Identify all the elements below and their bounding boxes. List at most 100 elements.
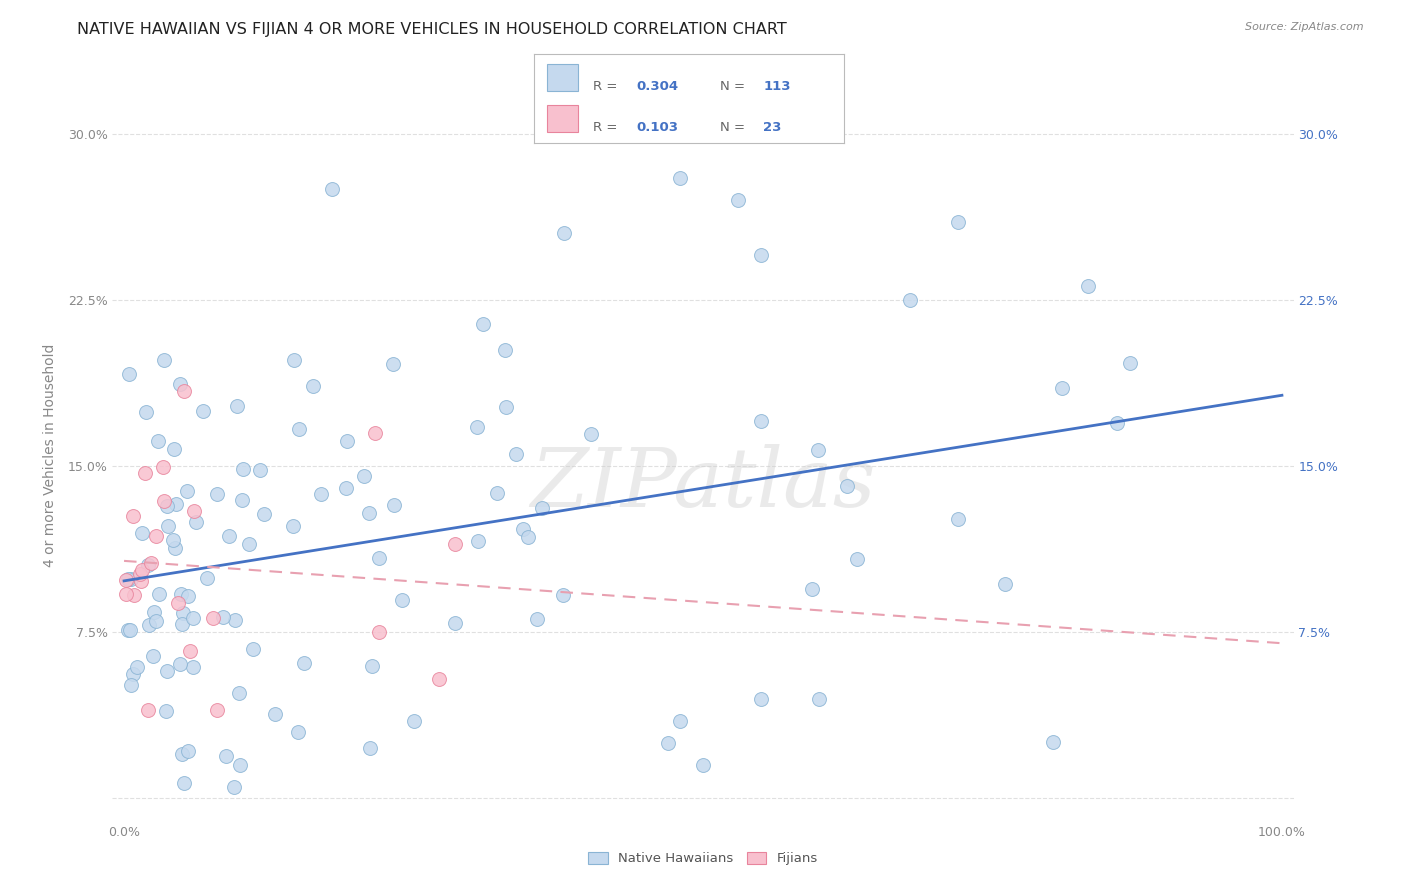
Point <box>129 567 152 582</box>
Point <box>191 404 214 418</box>
Point <box>173 776 195 790</box>
Point <box>465 419 488 434</box>
Point <box>898 293 921 308</box>
Point <box>148 587 170 601</box>
Point <box>516 530 538 544</box>
Point <box>121 509 143 524</box>
Point <box>367 550 389 565</box>
Point <box>157 519 180 533</box>
Point <box>153 493 176 508</box>
Point <box>166 596 188 610</box>
Point <box>143 606 166 620</box>
Point <box>120 624 142 638</box>
Point <box>335 481 357 495</box>
FancyBboxPatch shape <box>547 64 578 91</box>
Point <box>382 498 405 512</box>
Point <box>134 466 156 480</box>
Point <box>281 518 304 533</box>
Point <box>801 582 824 596</box>
Point <box>749 248 772 262</box>
Point <box>179 644 201 658</box>
Point <box>148 434 170 449</box>
Point <box>232 461 254 475</box>
Point <box>184 515 207 529</box>
Point <box>122 666 145 681</box>
Point <box>129 574 152 588</box>
Point <box>357 506 380 520</box>
Point <box>994 576 1017 591</box>
Point <box>253 507 276 521</box>
Text: 0.304: 0.304 <box>637 80 679 93</box>
Point <box>169 657 191 671</box>
Point <box>131 526 153 541</box>
Point <box>142 649 165 664</box>
Point <box>218 529 240 543</box>
Point <box>526 612 548 626</box>
Point <box>336 434 359 448</box>
Text: N =: N = <box>720 121 745 134</box>
Point <box>249 463 271 477</box>
Point <box>242 642 264 657</box>
Point <box>353 469 375 483</box>
Point <box>141 557 163 571</box>
Point <box>224 780 246 795</box>
Point <box>115 587 138 601</box>
Point <box>117 572 139 586</box>
Point <box>495 401 517 415</box>
Text: 0.103: 0.103 <box>637 121 678 134</box>
Point <box>215 748 238 763</box>
Point <box>264 706 287 721</box>
Point <box>183 504 205 518</box>
Point <box>117 624 139 638</box>
Point <box>494 343 516 357</box>
Point <box>283 353 305 368</box>
Point <box>749 414 772 428</box>
Point <box>807 443 830 458</box>
Point <box>471 317 494 331</box>
Text: ZIPatlas: ZIPatlas <box>530 444 876 524</box>
Point <box>444 616 467 631</box>
Point <box>287 725 309 739</box>
Point <box>224 613 246 627</box>
Point <box>145 529 167 543</box>
Point <box>292 656 315 670</box>
Point <box>946 215 969 229</box>
Point <box>669 170 692 185</box>
Point <box>359 741 381 756</box>
Point <box>156 664 179 678</box>
Text: 23: 23 <box>763 121 782 134</box>
Point <box>122 588 145 602</box>
Point <box>163 442 186 456</box>
Point <box>363 425 385 440</box>
Point <box>367 625 389 640</box>
Point <box>381 357 404 371</box>
Point <box>512 522 534 536</box>
Point <box>135 405 157 419</box>
Point <box>136 703 159 717</box>
Point <box>1077 279 1099 293</box>
Point <box>402 714 425 728</box>
Text: N =: N = <box>720 80 745 93</box>
Point <box>115 573 138 587</box>
Point <box>486 485 509 500</box>
Point <box>1107 416 1129 430</box>
Point <box>807 691 830 706</box>
Point <box>131 563 153 577</box>
Point <box>212 609 235 624</box>
Point <box>321 182 343 196</box>
Point <box>1050 381 1073 395</box>
Point <box>444 536 467 550</box>
Point <box>669 714 692 728</box>
Point <box>361 659 384 673</box>
Point <box>127 660 149 674</box>
Point <box>238 537 260 551</box>
Point <box>467 534 489 549</box>
Point <box>207 487 229 501</box>
Point <box>155 704 177 718</box>
Point <box>152 459 174 474</box>
Point <box>207 703 229 717</box>
Point <box>163 541 186 555</box>
Point <box>170 587 193 601</box>
Point <box>309 487 332 501</box>
Point <box>551 588 574 602</box>
